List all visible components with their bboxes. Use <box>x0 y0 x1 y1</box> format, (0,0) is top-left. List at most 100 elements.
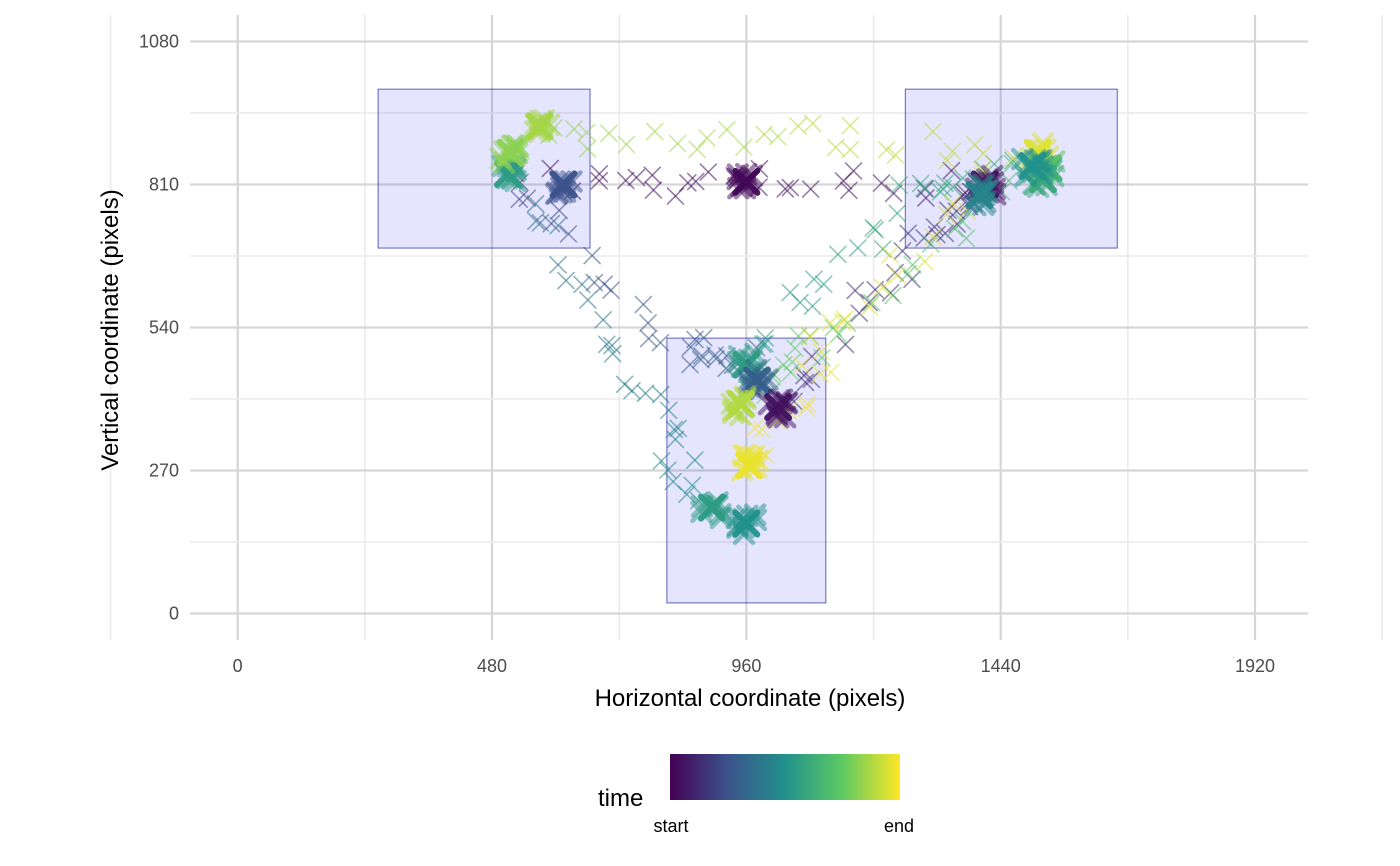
fixation-marker <box>732 509 761 538</box>
trail-marker <box>884 286 902 305</box>
fixation-marker <box>742 366 771 395</box>
trail-marker <box>872 174 891 192</box>
fixation-markers <box>489 109 1066 546</box>
trail-marker <box>938 151 956 170</box>
fixation-marker <box>1018 151 1047 180</box>
trail-marker <box>577 123 596 142</box>
trail-marker <box>688 140 706 159</box>
trail-marker <box>781 283 799 302</box>
trail-marker <box>643 166 662 185</box>
trail-marker <box>911 174 930 193</box>
trail-marker <box>578 140 597 158</box>
trail-marker <box>814 275 833 293</box>
trail-marker <box>644 181 663 199</box>
trail-marker <box>627 168 646 187</box>
trail-marker <box>573 275 591 294</box>
trail-marker <box>903 256 922 274</box>
trail-marker <box>873 278 892 297</box>
trail-marker <box>841 116 860 135</box>
trail-marker <box>811 364 830 383</box>
legend-colorbar <box>670 754 900 800</box>
trail-marker <box>681 338 700 356</box>
trail-marker <box>850 304 869 323</box>
fixation-marker <box>496 138 525 167</box>
trail-marker <box>652 452 671 470</box>
fixation-marker <box>732 167 761 196</box>
x-axis-title: Horizontal coordinate (pixels) <box>595 685 906 712</box>
fixation-marker <box>493 140 516 163</box>
trail-marker <box>821 313 840 332</box>
x-tick-label: 1440 <box>981 656 1021 676</box>
trail-marker <box>665 420 684 439</box>
trail-marker <box>877 140 896 159</box>
trail-marker <box>510 190 529 209</box>
trail-marker <box>565 120 583 138</box>
trail-marker <box>735 138 753 156</box>
trail-marker <box>802 370 821 389</box>
trail-marker <box>683 476 702 495</box>
fixation-marker <box>697 493 726 522</box>
trail-marker <box>924 122 942 141</box>
trail-marker <box>645 122 664 141</box>
trail-marker <box>679 174 697 192</box>
trail-marker <box>974 144 993 163</box>
trail-marker <box>846 281 864 300</box>
trail-marker <box>783 353 802 371</box>
trail-marker <box>793 356 811 375</box>
trail-marker <box>718 120 736 139</box>
trail-marker <box>915 179 933 198</box>
trail-marker <box>943 142 962 161</box>
fixation-marker <box>764 392 793 421</box>
legend-title: time <box>598 785 643 812</box>
y-tick-label: 1080 <box>139 31 179 51</box>
trail-marker <box>634 295 653 314</box>
trail-marker <box>841 140 860 159</box>
trail-marker <box>692 350 710 369</box>
trail-marker <box>694 328 713 347</box>
trail-marker <box>942 161 961 180</box>
trail-marker <box>863 293 881 312</box>
trail-marker <box>776 180 795 198</box>
trail-marker <box>527 212 545 230</box>
trail-marker <box>798 395 817 413</box>
trail-marker <box>813 349 831 367</box>
trail-marker <box>803 114 822 133</box>
trail-marker <box>594 310 612 329</box>
legend-label-end: end <box>884 816 914 836</box>
y-tick-label: 810 <box>149 174 179 194</box>
trail-marker <box>864 219 883 237</box>
trail-marker <box>915 252 934 271</box>
y-tick-label: 0 <box>169 604 179 624</box>
trail-marker <box>590 165 609 183</box>
trail-marker <box>639 314 657 332</box>
y-tick-label: 540 <box>149 318 179 338</box>
y-axis-title: Vertical coordinate (pixels) <box>97 189 124 470</box>
trail-marker <box>526 195 545 213</box>
y-tick-label: 270 <box>149 461 179 481</box>
trail-marker <box>639 329 658 348</box>
trail-marker <box>893 242 912 260</box>
trail-marker <box>659 461 677 479</box>
trail-marker <box>686 451 704 469</box>
trail-marker <box>597 335 616 354</box>
trail-marker <box>884 184 903 203</box>
trail-marker <box>824 319 843 337</box>
trail-marker <box>668 134 687 153</box>
trail-marker <box>888 204 907 223</box>
trail-marker <box>603 336 621 355</box>
trail-marker <box>602 281 620 299</box>
trail-marker <box>796 373 815 392</box>
trail-marker <box>803 297 822 316</box>
trail-marker <box>899 224 917 243</box>
trail-marker <box>557 271 575 290</box>
trail-marker <box>888 266 906 285</box>
fixation-marker <box>735 451 763 480</box>
trail-marker <box>590 172 609 190</box>
trail-marker <box>579 291 597 309</box>
x-tick-label: 960 <box>731 656 761 676</box>
trail-marker <box>692 346 711 365</box>
trail-marker <box>849 239 867 257</box>
trail-marker <box>518 189 537 208</box>
trail-marker <box>840 181 858 200</box>
